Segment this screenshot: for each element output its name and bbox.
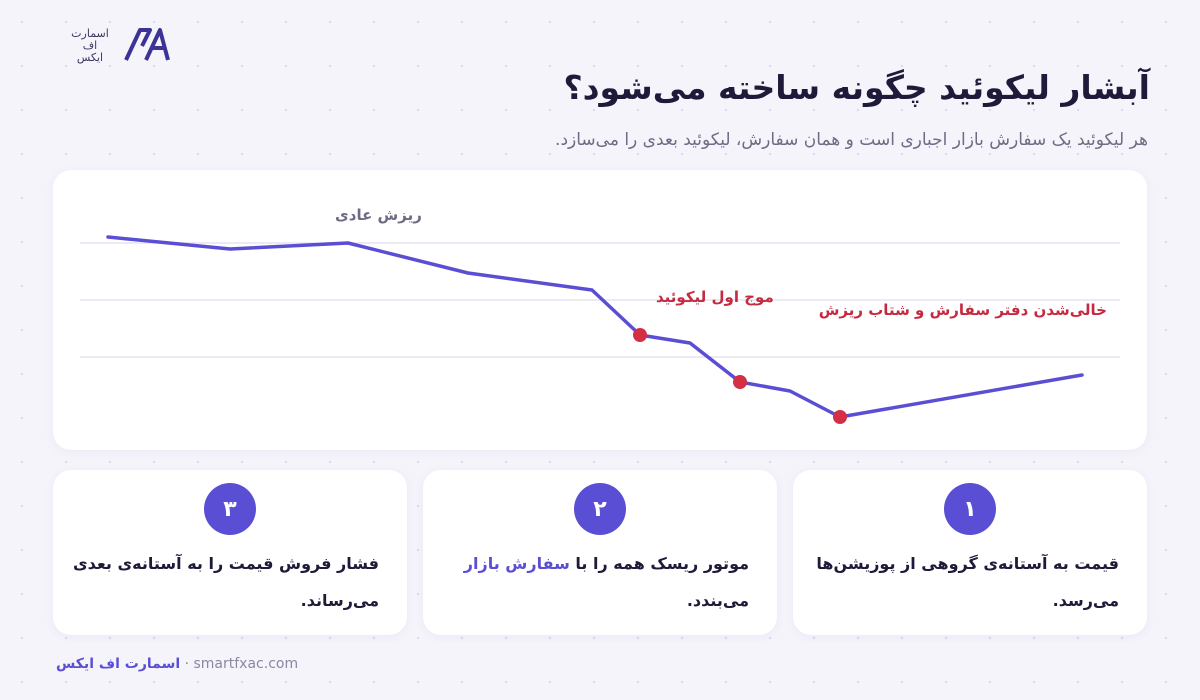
step-card: ۳ فشار فروش قیمت را به آستانه‌ی بعدی می‌رس… xyxy=(53,470,407,635)
text-part: قیمت به آستانه‌ی گروهی از پوزیشن‌ها xyxy=(816,554,1119,573)
logo-line: اسمارت xyxy=(71,27,109,40)
logo-line: اف xyxy=(82,39,98,52)
text-part: می‌بندد. xyxy=(686,591,749,610)
step-card: ۱ قیمت به آستانه‌ی گروهی از پوزیشن‌ها می‌ر… xyxy=(793,470,1147,635)
footer: اسمارت اف ایکس · smartfxac.com xyxy=(56,656,298,672)
title: آبشار لیکوئید چگونه ساخته می‌شود؟ xyxy=(563,68,1150,107)
footer-brand: اسمارت اف ایکس xyxy=(56,656,181,672)
step-text: می‌بندد. xyxy=(687,591,749,610)
footer-url: smartfxac.com xyxy=(193,656,299,672)
chart xyxy=(80,235,1120,424)
step-number: ۳ xyxy=(204,483,256,535)
text-part: می‌رساند. xyxy=(300,591,379,610)
price-line xyxy=(106,235,1084,419)
logo-icon xyxy=(124,28,170,61)
step-text: می‌رسد. xyxy=(1053,591,1119,610)
step-text: می‌رساند. xyxy=(301,591,379,610)
logo-text: اسمارت اف ایکس xyxy=(62,28,118,64)
step-number: ۲ xyxy=(574,483,626,535)
step-text: موتور ریسک همه را با سفارش بازار xyxy=(464,554,749,573)
annotation: خالی‌شدن دفتر سفارش و شتاب ریزش xyxy=(818,301,1107,319)
text-part: فشار فروش قیمت را به آستانه‌ی بعدی xyxy=(72,554,379,573)
text-part: موتور ریسک همه را با xyxy=(569,554,749,573)
annotation: ریزش عادی xyxy=(335,206,422,224)
liquidation-dot xyxy=(633,328,647,342)
subtitle: هر لیکوئید یک سفارش بازار اجباری است و ه… xyxy=(555,130,1148,150)
liquidation-dot xyxy=(833,410,847,424)
text-part: می‌رسد. xyxy=(1052,591,1119,610)
step-card: ۲ موتور ریسک همه را با سفارش بازار می‌بندد… xyxy=(423,470,777,635)
logo-line: ایکس xyxy=(76,51,104,64)
step-number: ۱ xyxy=(944,483,996,535)
highlight: سفارش بازار xyxy=(463,554,570,573)
step-text: فشار فروش قیمت را به آستانه‌ی بعدی xyxy=(73,554,379,573)
liquidation-dot xyxy=(733,375,747,389)
footer-separator: · xyxy=(184,656,190,672)
step-text: قیمت به آستانه‌ی گروهی از پوزیشن‌ها xyxy=(816,554,1119,573)
annotation: موج اول لیکوئید xyxy=(656,288,774,306)
chart-panel xyxy=(53,170,1147,450)
